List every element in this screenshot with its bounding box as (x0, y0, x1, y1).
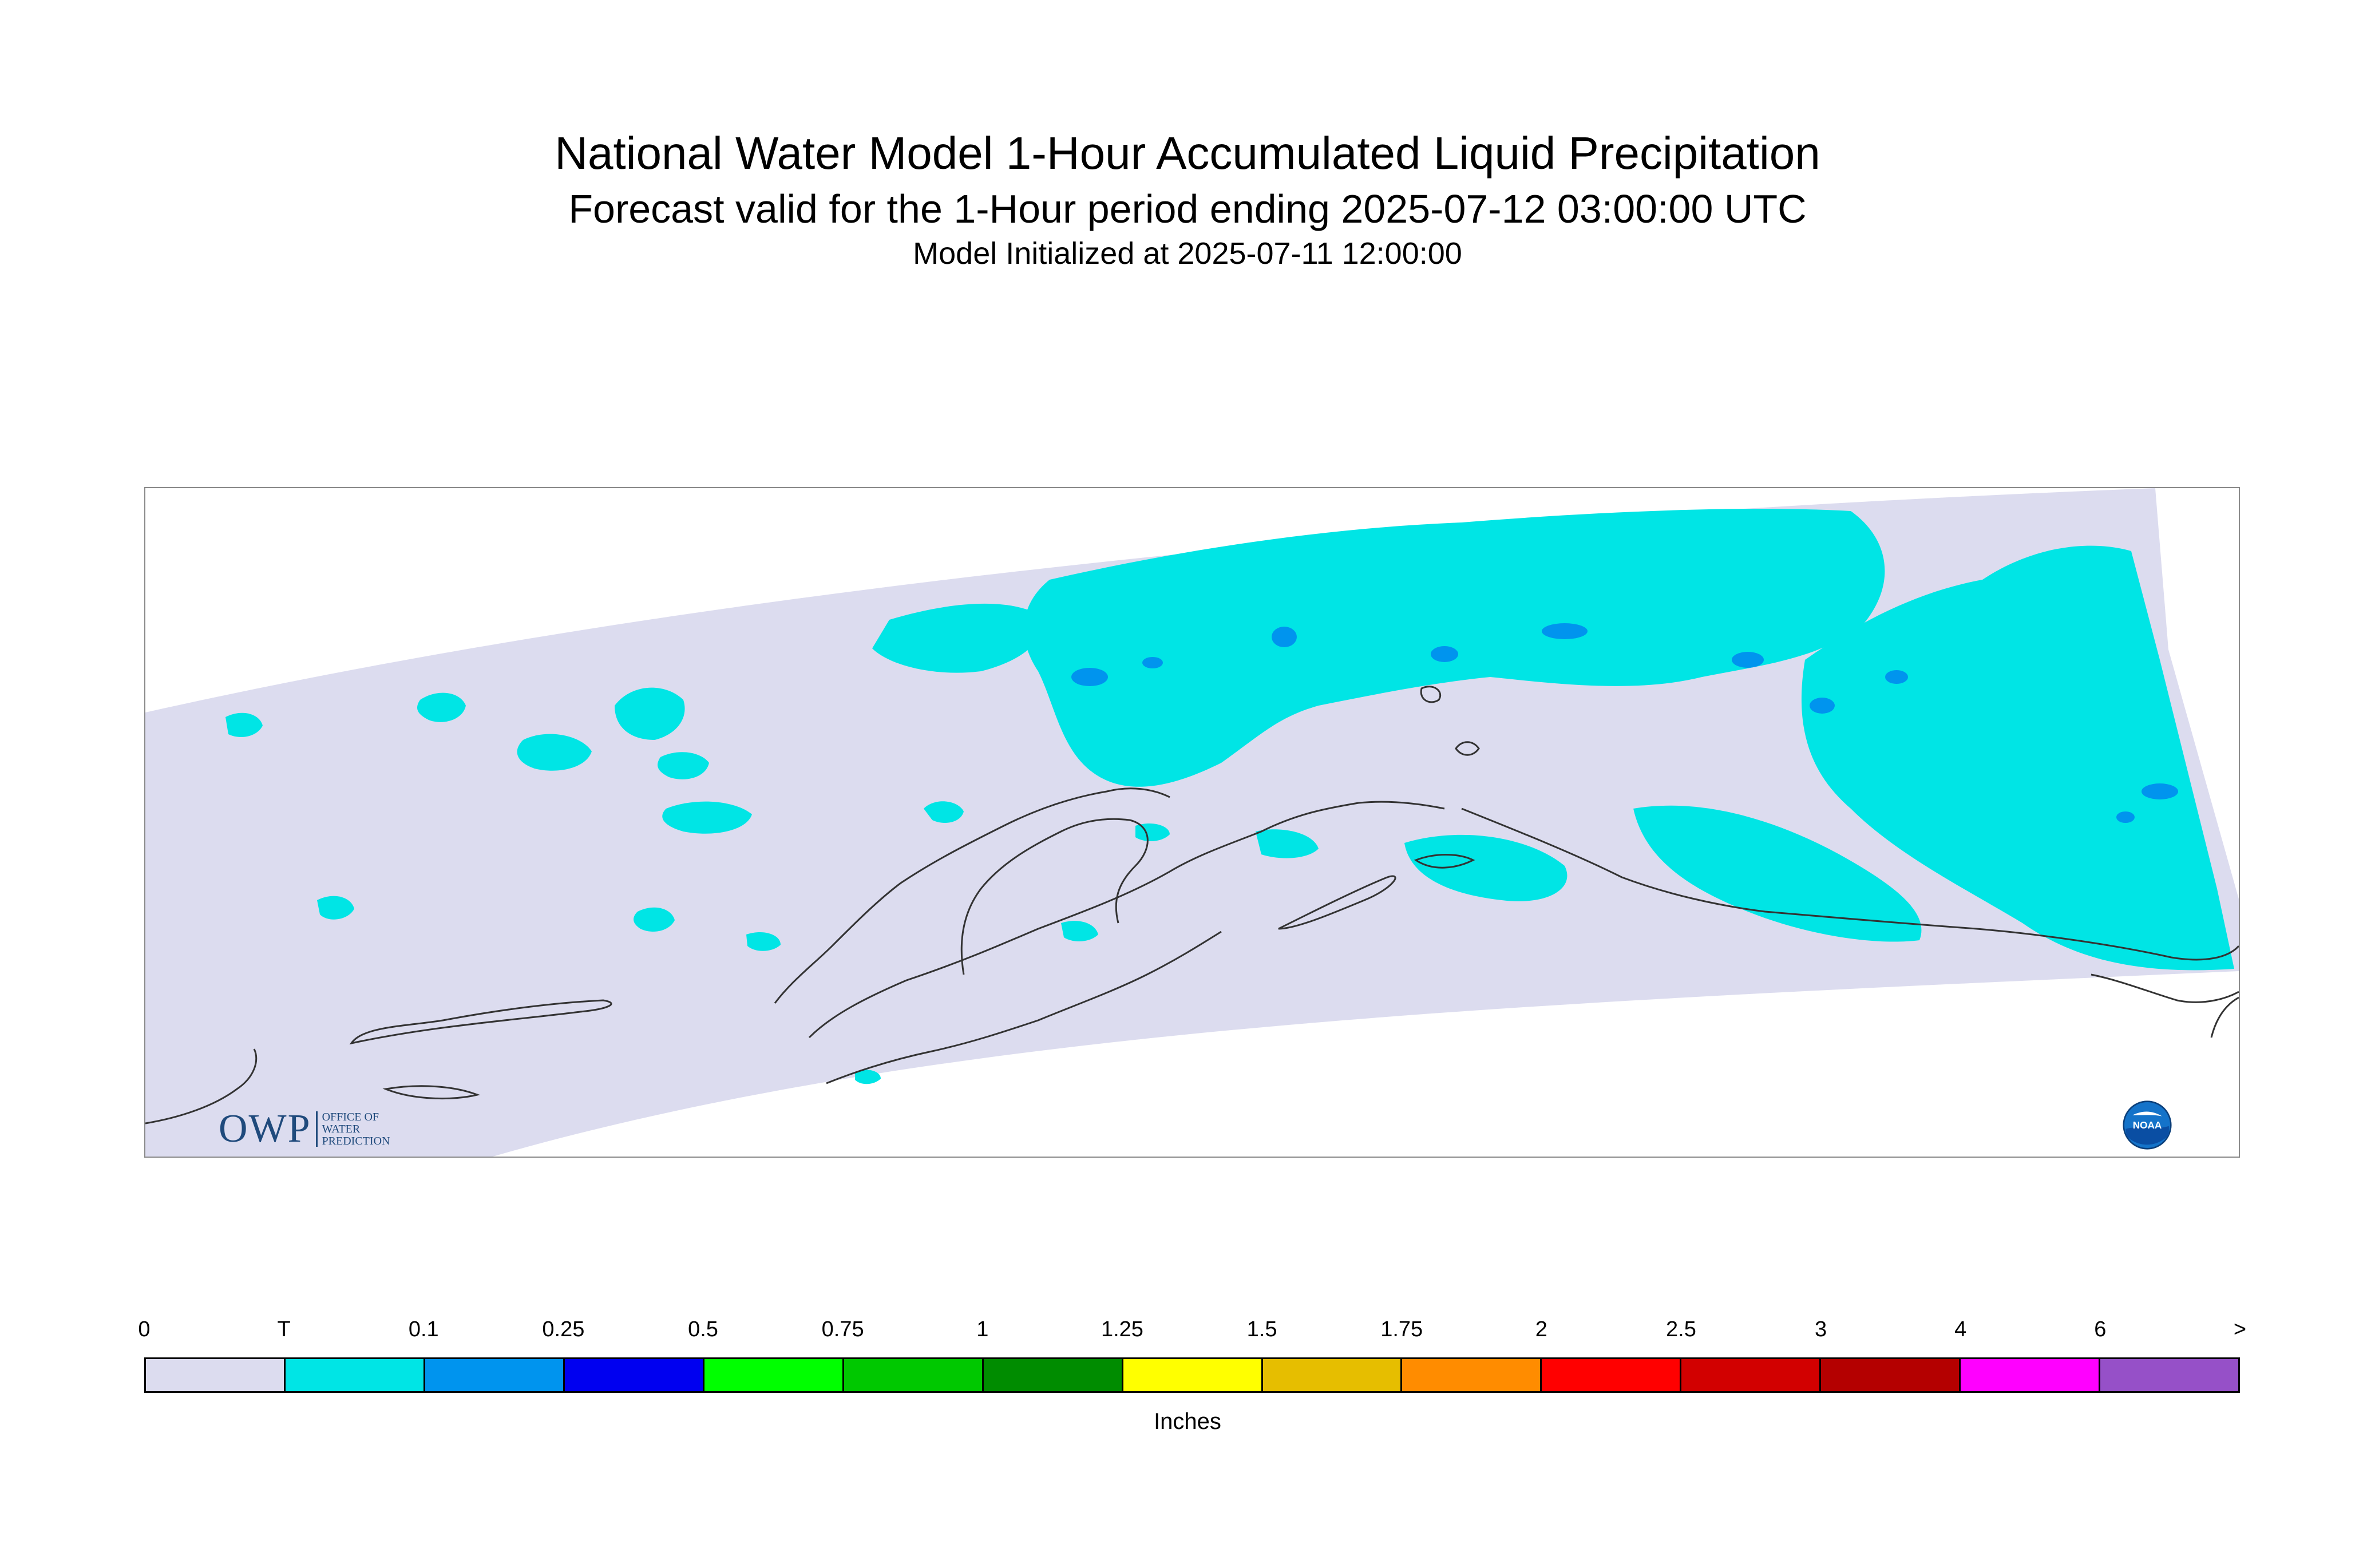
owp-logo-divider (315, 1111, 318, 1147)
legend-swatch (983, 1359, 1123, 1391)
precip-spot-5 (1732, 652, 1764, 668)
owp-logo: OWP OFFICE OF WATER PREDICTION (219, 1109, 390, 1149)
precip-cluster-northeast (1801, 545, 2234, 971)
precip-cluster-central-south-1 (1256, 829, 1319, 858)
precip-spot-4 (1542, 623, 1588, 639)
precip-cluster-central (872, 603, 1042, 673)
legend-swatch (1961, 1359, 2101, 1391)
coastline-kodiak (1278, 875, 1396, 930)
precip-cluster-south-coast (855, 1070, 881, 1084)
precip-spot-10 (1142, 657, 1163, 668)
precip-spot-1 (1071, 668, 1108, 686)
coastline-southwest (145, 1048, 258, 1124)
legend-tick-label: 6 (2094, 1317, 2107, 1341)
legend-tick-label: 1.75 (1380, 1317, 1423, 1341)
legend-tick-label: 1.25 (1101, 1317, 1143, 1341)
coastline-bristol-bay (382, 1085, 481, 1100)
legend-tick-label: 0.25 (542, 1317, 585, 1341)
precip-cluster-west-1 (615, 687, 685, 740)
owp-logo-line-1: OFFICE OF (322, 1110, 379, 1123)
legend-tick-label: 2.5 (1666, 1317, 1696, 1341)
legend-swatch (1681, 1359, 1822, 1391)
coastline-upper-cook (774, 787, 1170, 1004)
precip-cluster-north-central (1024, 509, 1885, 787)
precip-spot-8 (2142, 783, 2178, 799)
legend-swatch (1262, 1359, 1403, 1391)
owp-logo-subtext: OFFICE OF WATER PREDICTION (322, 1111, 390, 1147)
forecast-valid-subtitle: Forecast valid for the 1-Hour period end… (568, 187, 1807, 231)
legend-swatch (1402, 1359, 1542, 1391)
precip-cluster-west-9 (746, 932, 781, 951)
legend-swatch (1542, 1359, 1682, 1391)
legend-swatch (146, 1359, 286, 1391)
map-title: National Water Model 1-Hour Accumulated … (555, 128, 1820, 179)
precipitation-light-areas (1071, 623, 2178, 823)
coastlines (145, 686, 2239, 1124)
legend-tick-label: > (2233, 1317, 2247, 1341)
legend-swatch (285, 1359, 425, 1391)
precipitation-map (145, 488, 2239, 1157)
model-init-subtitle: Model Initialized at 2025-07-11 12:00:00 (913, 236, 1462, 271)
precip-cluster-west-5 (417, 692, 466, 722)
legend-tick-labels: 0 T 0.1 0.25 0.5 0.75 1 1.25 1.5 1.75 2 2.5 3 4 6 > (138, 1317, 2246, 1346)
legend-swatch (425, 1359, 565, 1391)
legend-color-bar (144, 1357, 2240, 1393)
owp-logo-line-3: PREDICTION (322, 1134, 390, 1147)
legend-swatch (2100, 1359, 2239, 1391)
legend-swatch (564, 1359, 704, 1391)
coastline-kenai (826, 930, 1222, 1084)
precipitation-trace-areas (225, 509, 2234, 1084)
legend-tick-label: T (277, 1317, 291, 1341)
precip-cluster-west-4 (662, 801, 752, 834)
coastline-lake-2 (1455, 741, 1480, 756)
precip-spot-3 (1431, 646, 1458, 662)
precip-spot-7 (1885, 670, 1908, 684)
coastline-lake (1420, 686, 1442, 703)
coastline-island-1 (1414, 854, 1475, 869)
precip-cluster-central-south-2 (1061, 921, 1098, 941)
legend-tick-label: 1.5 (1246, 1317, 1277, 1341)
legend-tick-label: 0.75 (821, 1317, 864, 1341)
coastline-cook-inlet (960, 818, 1149, 975)
legend-tick-label: 0.1 (408, 1317, 439, 1341)
legend-tick-label: 2 (1535, 1317, 1547, 1341)
precip-cluster-west-7 (924, 801, 964, 823)
legend-swatch (844, 1359, 984, 1391)
legend-swatch (1821, 1359, 1961, 1391)
precip-cluster-far-west (225, 712, 263, 737)
coastline-cook-inlet-west (349, 999, 612, 1045)
precip-spot-6 (1810, 698, 1835, 714)
coastline-southeast-edge (2210, 996, 2239, 1038)
noaa-logo: NOAA (2123, 1100, 2172, 1150)
owp-logo-mark: OWP (219, 1107, 311, 1151)
precip-cluster-west-6 (634, 907, 675, 932)
legend-units-label: Inches (1154, 1409, 1221, 1434)
noaa-logo-text: NOAA (2133, 1119, 2162, 1131)
precip-cluster-west-3 (658, 752, 709, 779)
precip-spot-2 (1272, 627, 1297, 647)
legend-tick-label: 3 (1815, 1317, 1827, 1341)
coastline-gulf (1461, 807, 2239, 961)
legend-tick-label: 4 (1954, 1317, 1967, 1341)
precip-cluster-west-8 (317, 896, 354, 920)
precip-cluster-west-2 (517, 734, 592, 771)
legend-tick-label: 1 (976, 1317, 989, 1341)
precip-cluster-southeast-coast (1404, 834, 1568, 901)
legend-swatch (704, 1359, 844, 1391)
coastline-southeast-fjords (2091, 973, 2239, 1003)
legend-tick-label: 0 (138, 1317, 151, 1341)
map-panel: OWP OFFICE OF WATER PREDICTION NOAA (144, 487, 2240, 1158)
precip-cluster-east-band (1633, 805, 1922, 942)
legend-tick-label: 0.5 (688, 1317, 718, 1341)
owp-logo-line-2: WATER (322, 1122, 361, 1135)
legend-swatch (1123, 1359, 1263, 1391)
precip-spot-9 (2116, 811, 2135, 823)
coastline-alaska-peninsula (808, 801, 1445, 1039)
